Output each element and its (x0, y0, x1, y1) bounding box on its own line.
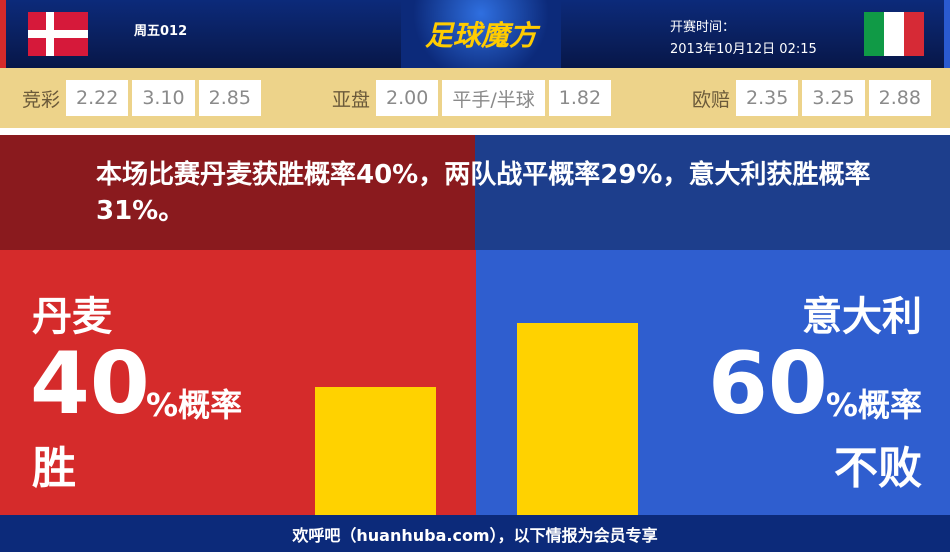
odds-value: 2.35 (736, 80, 799, 116)
away-outcome: 不败 (834, 443, 922, 494)
summary-banner: 本场比赛丹麦获胜概率40%，两队战平概率29%，意大利获胜概率31%。 (0, 135, 950, 250)
away-unit: %概率 (825, 386, 922, 424)
away-probability-bar (517, 323, 638, 515)
home-outcome: 胜 (32, 443, 76, 494)
away-panel: 意大利 60 %概率 不败 (476, 250, 950, 515)
footer: 欢呼吧（huanhuba.com），以下情报为会员专享 (0, 515, 950, 552)
odds-value: 3.25 (802, 80, 865, 116)
home-team: 丹麦 (32, 294, 112, 340)
home-percent: 40 (30, 334, 150, 434)
odds-value: 1.82 (548, 80, 612, 116)
odds-value: 3.10 (132, 80, 195, 116)
home-unit: %概率 (146, 386, 243, 424)
jingcai-label: 竞彩 (22, 88, 61, 111)
divider (0, 128, 950, 135)
odds-value: 平手/半球 (442, 80, 545, 116)
logo: 足球魔方 (401, 0, 561, 68)
kickoff-time: 2013年10月12日 02:15 (670, 42, 817, 57)
odds-value: 2.85 (198, 80, 261, 116)
home-probability-bar (315, 387, 436, 515)
euro-odds: 欧赔 2.35 3.25 2.88 (692, 80, 935, 116)
odds-value: 2.88 (868, 80, 931, 116)
euro-label: 欧赔 (692, 88, 731, 111)
denmark-flag-icon (28, 12, 88, 56)
match-number: 周五012 (134, 24, 188, 39)
kickoff-label: 开赛时间： (670, 20, 736, 35)
odds-value: 2.00 (376, 80, 439, 116)
header: 周五012 足球魔方 开赛时间： 2013年10月12日 02:15 (0, 0, 950, 68)
summary-text: 本场比赛丹麦获胜概率40%，两队战平概率29%，意大利获胜概率31%。 (96, 160, 871, 226)
away-percent: 60 (708, 334, 828, 434)
odds-bar: 竞彩 2.22 3.10 2.85 亚盘 2.00 平手/半球 1.82 欧赔 … (0, 68, 950, 128)
asian-label: 亚盘 (332, 88, 371, 111)
away-team: 意大利 (802, 294, 922, 340)
odds-value: 2.22 (66, 80, 129, 116)
jingcai-odds: 竞彩 2.22 3.10 2.85 (22, 80, 265, 116)
italy-flag-icon (864, 12, 924, 56)
home-panel: 丹麦 40 %概率 胜 (0, 250, 476, 515)
asian-odds: 亚盘 2.00 平手/半球 1.82 (332, 80, 615, 116)
